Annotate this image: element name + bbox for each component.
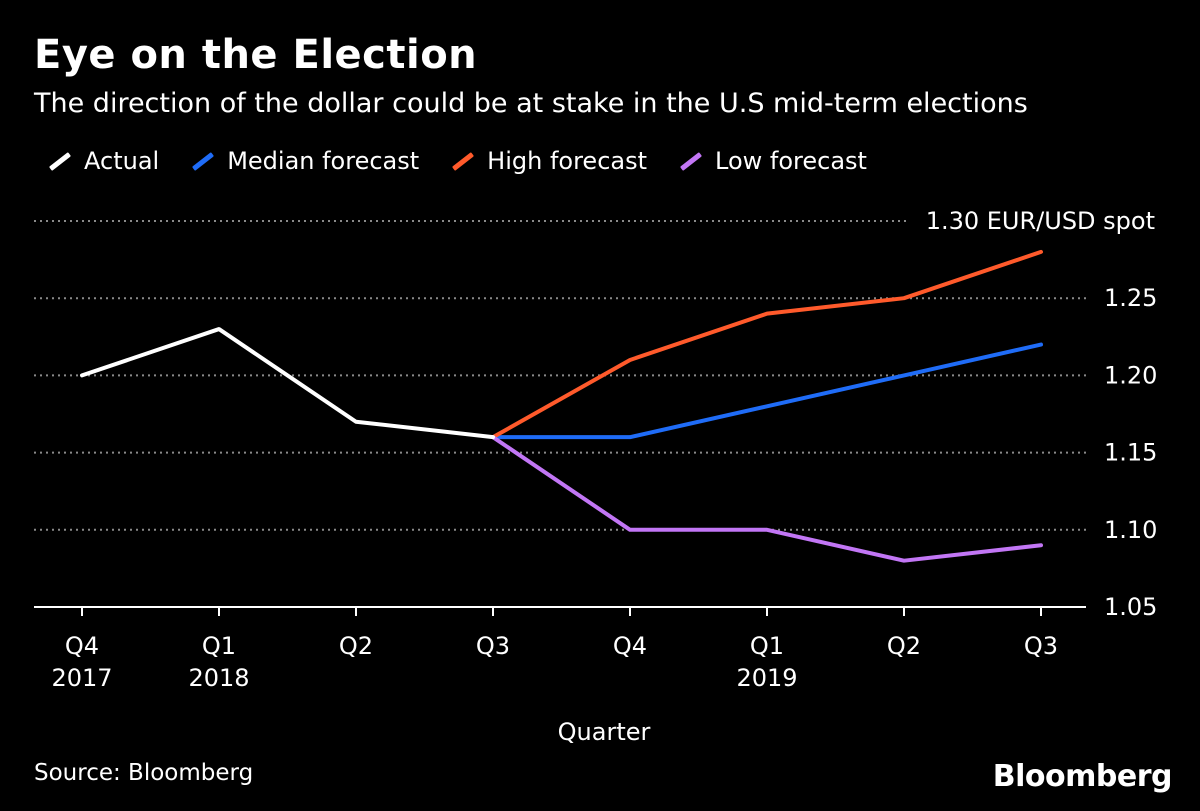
x-tick-label: Q3 bbox=[1024, 632, 1058, 660]
chart-subtitle: The direction of the dollar could be at … bbox=[34, 88, 1028, 119]
series-lines bbox=[80, 249, 1043, 563]
x-tick-label: Q1 bbox=[202, 632, 236, 660]
legend-label-high: High forecast bbox=[487, 147, 648, 175]
x-tick-year-label: 2019 bbox=[736, 664, 797, 692]
legend-label-low: Low forecast bbox=[715, 147, 867, 175]
y-tick-label-top: 1.30 EUR/USD spot bbox=[926, 207, 1155, 235]
x-tick-year-label: 2017 bbox=[51, 664, 112, 692]
series-line-actual bbox=[80, 327, 495, 440]
legend-item-actual: Actual bbox=[48, 147, 159, 175]
legend-label-actual: Actual bbox=[84, 147, 160, 175]
y-tick-label: 1.10 bbox=[1104, 516, 1157, 544]
legend-item-low: Low forecast bbox=[679, 147, 867, 175]
y-tick-label: 1.15 bbox=[1104, 439, 1157, 467]
x-tick-label: Q4 bbox=[613, 632, 647, 660]
x-axis-label: Quarter bbox=[558, 718, 651, 746]
legend-label-median: Median forecast bbox=[227, 147, 420, 175]
x-tick-year-label: 2018 bbox=[188, 664, 249, 692]
y-tick-label: 1.05 bbox=[1104, 593, 1157, 621]
bloomberg-logo: Bloomberg bbox=[992, 759, 1173, 794]
legend-item-high: High forecast bbox=[451, 147, 647, 175]
x-tick-label: Q4 bbox=[65, 632, 99, 660]
x-axis: Q4 2017 Q1 2018 Q2 Q3 Q4 Q1 2019 Q2 Q3 bbox=[34, 606, 1086, 692]
x-tick-label: Q3 bbox=[476, 632, 510, 660]
source-note: Source: Bloomberg bbox=[34, 760, 254, 786]
y-axis-ticks: 1.30 EUR/USD spot 1.25 1.20 1.15 1.10 1.05 bbox=[926, 207, 1158, 621]
y-tick-label: 1.25 bbox=[1104, 284, 1157, 312]
series-line-high-forecast bbox=[491, 249, 1043, 440]
chart-title: Eye on the Election bbox=[34, 32, 478, 78]
y-tick-label: 1.20 bbox=[1104, 361, 1157, 389]
x-tick-label: Q2 bbox=[339, 632, 373, 660]
series-line-median-forecast bbox=[491, 342, 1043, 440]
series-line-low-forecast bbox=[491, 435, 1043, 563]
x-tick-label: Q2 bbox=[887, 632, 921, 660]
legend-item-median: Median forecast bbox=[191, 147, 419, 175]
x-tick-label: Q1 bbox=[750, 632, 784, 660]
legend: Actual Median forecast High forecast Low… bbox=[48, 144, 899, 178]
